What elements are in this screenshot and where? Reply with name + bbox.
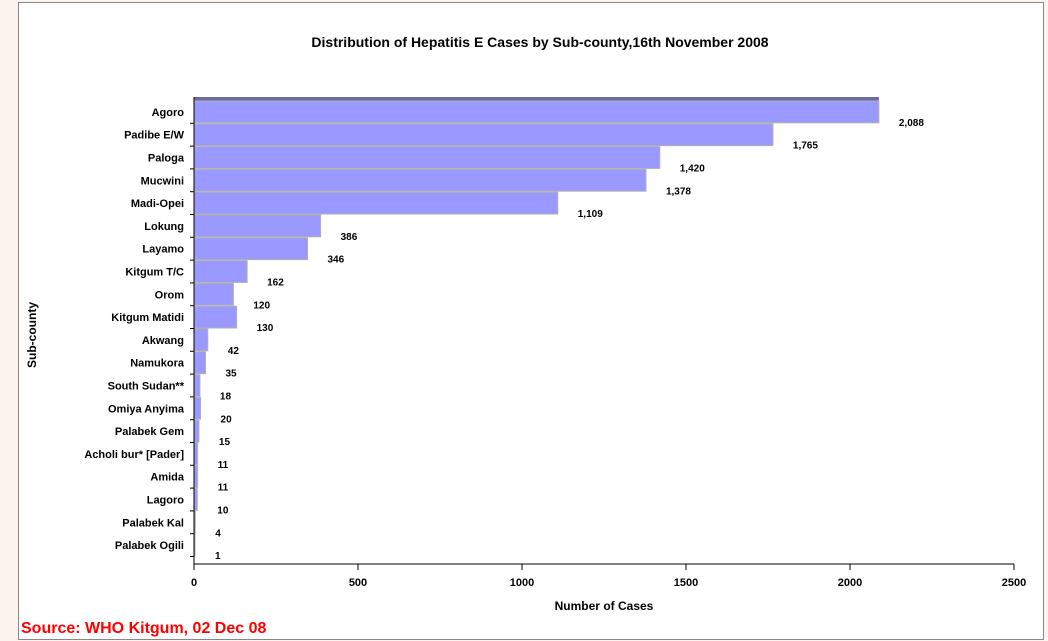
category-label: Madi-Opei xyxy=(131,198,184,210)
category-label: Orom xyxy=(155,289,185,301)
data-label: 10 xyxy=(217,506,229,517)
bar-10 xyxy=(193,328,209,352)
y-axis-label: Sub-county xyxy=(25,302,39,368)
category-label: Agoro xyxy=(152,107,185,119)
bar-8 xyxy=(193,282,234,306)
data-label: 120 xyxy=(253,300,270,311)
data-label: 2,088 xyxy=(899,118,924,129)
data-label: 11 xyxy=(218,483,229,494)
bar-16 xyxy=(193,465,199,489)
category-label: Akwang xyxy=(142,335,184,347)
category-label: Lokung xyxy=(144,221,184,233)
data-label: 162 xyxy=(267,278,284,289)
category-label: Acholi bur* [Pader] xyxy=(84,449,184,461)
data-label: 15 xyxy=(219,437,231,448)
category-label: Mucwini xyxy=(141,175,184,187)
category-label: Palabek Kal xyxy=(122,517,184,529)
category-label: Layamo xyxy=(142,244,184,256)
data-label: 1,420 xyxy=(680,164,705,175)
category-label: Namukora xyxy=(130,358,185,370)
bar-6 xyxy=(193,237,308,261)
category-label: Amida xyxy=(150,472,185,484)
x-tick-label: 500 xyxy=(349,577,367,589)
data-label: 1 xyxy=(215,551,221,562)
bar-1 xyxy=(193,123,774,147)
data-label: 18 xyxy=(220,392,232,403)
bar-9 xyxy=(193,305,238,329)
data-label: 42 xyxy=(228,346,240,357)
bar-0 xyxy=(193,100,880,124)
data-label: 130 xyxy=(257,323,274,334)
data-label: 386 xyxy=(341,232,358,243)
axis-layer: Agoro Padibe E/W Paloga Mucwini Madi-Opei Lok… xyxy=(84,97,1026,589)
data-label: 1,765 xyxy=(793,141,818,152)
data-label: 35 xyxy=(225,369,237,380)
data-label: 1,378 xyxy=(666,186,691,197)
bar-11 xyxy=(193,351,206,375)
category-label: Lagoro xyxy=(147,495,185,507)
category-label: Omiya Anyima xyxy=(108,403,185,415)
x-tick-label: 2500 xyxy=(1002,577,1026,589)
top-shade-strip xyxy=(194,97,879,101)
category-label: Padibe E/W xyxy=(124,130,185,142)
x-tick-label: 0 xyxy=(191,577,197,589)
category-label: Paloga xyxy=(148,153,185,165)
bar-2 xyxy=(193,146,661,169)
bar-14 xyxy=(193,419,200,443)
source-note: Source: WHO Kitgum, 02 Dec 08 xyxy=(21,620,267,637)
category-label: South Sudan** xyxy=(108,381,185,393)
data-label: 11 xyxy=(218,460,229,471)
x-tick-label: 1000 xyxy=(510,577,534,589)
data-label: 346 xyxy=(327,255,344,266)
bar-12 xyxy=(193,374,201,397)
x-tick-label: 2000 xyxy=(838,577,862,589)
data-label: 4 xyxy=(215,528,221,539)
chart-title: Distribution of Hepatitis E Cases by Sub… xyxy=(311,34,768,50)
category-label: Palabek Gem xyxy=(115,426,184,438)
category-label: Kitgum T/C xyxy=(125,267,184,279)
bar-13 xyxy=(193,396,202,420)
bar-7 xyxy=(193,260,248,283)
data-label: 20 xyxy=(221,414,233,425)
data-label: 1,109 xyxy=(578,209,603,220)
x-axis-label: Number of Cases xyxy=(555,599,654,613)
bar-5 xyxy=(193,214,322,238)
bar-3 xyxy=(193,168,647,192)
category-label: Kitgum Matidi xyxy=(111,312,184,324)
bars-layer: 2,0881,7651,4201,3781,109386346162120130… xyxy=(193,97,924,562)
x-tick-label: 1500 xyxy=(674,577,698,589)
category-label: Palabek Ogili xyxy=(115,540,184,552)
bar-4 xyxy=(193,191,559,215)
bar-15 xyxy=(193,442,199,466)
